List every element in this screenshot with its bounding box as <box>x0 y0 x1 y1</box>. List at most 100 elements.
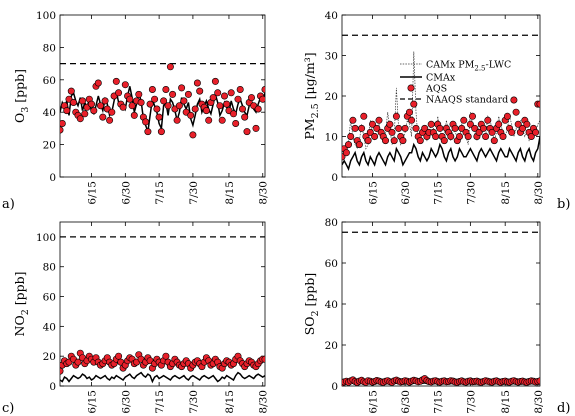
aqs-point <box>519 124 527 132</box>
aqs-point <box>175 102 183 110</box>
aqs-point <box>388 128 396 136</box>
aqs-point <box>106 116 114 124</box>
aqs-point <box>223 100 231 108</box>
aqs-point <box>236 86 244 94</box>
y-axis-label: NO2 [ppb] <box>12 272 31 337</box>
aqs-point <box>239 105 247 113</box>
aqs-point <box>432 133 440 141</box>
aqs-point <box>408 116 416 124</box>
x-tick-label: 8/30 <box>258 390 270 414</box>
legend-entry: CMAx <box>426 73 456 84</box>
aqs-point <box>490 137 498 145</box>
x-tick-label: 8/30 <box>533 390 545 414</box>
aqs-point <box>146 100 154 108</box>
aqs-point <box>88 100 96 108</box>
aqs-point <box>412 124 420 132</box>
aqs-point <box>447 133 455 141</box>
x-tick-label: 8/15 <box>224 390 236 414</box>
series-cmax-line <box>60 371 265 384</box>
x-tick-label: 6/15 <box>87 390 99 414</box>
aqs-point <box>164 102 172 110</box>
aqs-point <box>119 103 127 111</box>
panel-a: 0 20 40 60 80 100 6/15 6/30 7/15 7/30 8/15 8/30 O3 [… <box>2 10 270 212</box>
aqs-point <box>60 367 64 375</box>
aqs-point <box>126 95 134 103</box>
aqs-point <box>514 120 522 128</box>
aqs-point <box>512 108 520 116</box>
aqs-point <box>482 133 490 141</box>
x-tick-label: 6/15 <box>367 390 379 414</box>
aqs-point <box>101 97 109 105</box>
x-tick-label: 7/15 <box>433 390 445 414</box>
axes-frame <box>341 221 541 387</box>
aqs-point <box>130 111 138 119</box>
aqs-point <box>351 124 359 132</box>
aqs-point <box>160 97 168 105</box>
aqs-point <box>180 97 188 105</box>
y-tick-label: 40 <box>325 299 338 311</box>
aqs-point <box>166 63 174 71</box>
aqs-point <box>401 124 409 132</box>
aqs-point <box>169 90 177 98</box>
aqs-point <box>155 113 163 121</box>
x-tick-label: 8/30 <box>258 181 270 205</box>
aqs-point <box>60 120 66 127</box>
plot-area <box>60 349 265 384</box>
aqs-point <box>349 116 357 124</box>
aqs-point <box>70 99 78 107</box>
aqs-point <box>344 141 352 149</box>
aqs-point <box>499 133 507 141</box>
aqs-point <box>464 133 472 141</box>
aqs-point <box>202 107 210 115</box>
aqs-point <box>375 116 383 124</box>
y-axis-label: SO2 [ppb] <box>302 273 321 336</box>
y-tick-label: 40 <box>325 10 338 22</box>
y-tick-label: 0 <box>49 172 56 184</box>
y-tick-label: 30 <box>325 51 338 63</box>
aqs-point <box>157 128 165 136</box>
y-tick-label: 20 <box>325 91 338 103</box>
plot-area <box>342 51 540 171</box>
aqs-point <box>373 124 381 132</box>
x-tick-label: 7/30 <box>188 181 200 205</box>
aqs-point <box>261 355 265 363</box>
aqs-point <box>137 99 145 107</box>
panel-c: 0 20 40 60 80 100 6/15 6/30 7/15 7/30 8/15 8/30 NO2 … <box>2 221 270 416</box>
aqs-point <box>503 112 511 120</box>
aqs-point <box>261 86 265 93</box>
aqs-point <box>112 77 120 85</box>
aqs-point <box>205 116 213 124</box>
aqs-point <box>76 115 84 123</box>
aqs-point <box>471 124 479 132</box>
panel-d: 0 20 40 60 80 6/15 6/30 7/15 7/30 8/15 8/30 SO2 [pp… <box>302 217 570 416</box>
aqs-point <box>371 133 379 141</box>
aqs-point <box>187 111 195 119</box>
y-tick-label: 20 <box>325 340 338 352</box>
x-tick-label: 8/15 <box>500 390 512 414</box>
panel-label: b) <box>557 197 570 212</box>
x-tick-label: 8/30 <box>533 181 545 205</box>
aqs-point <box>148 86 156 94</box>
panel-label: c) <box>2 401 14 416</box>
aqs-point <box>151 95 159 103</box>
aqs-point <box>241 113 249 121</box>
aqs-point <box>189 131 197 139</box>
y-tick-label: 100 <box>36 232 56 244</box>
y-tick-label: 80 <box>43 42 56 54</box>
aqs-point <box>211 77 219 85</box>
x-tick-label: 7/15 <box>433 181 445 205</box>
aqs-point <box>536 100 540 108</box>
aqs-point <box>484 116 492 124</box>
y-tick-label: 100 <box>36 10 56 22</box>
aqs-point <box>74 358 82 366</box>
aqs-point <box>121 81 129 89</box>
y-tick-label: 0 <box>49 381 56 393</box>
x-tick-label: 6/15 <box>367 181 379 205</box>
series-cmax-line <box>342 136 540 171</box>
x-tick-label: 6/30 <box>120 181 132 205</box>
aqs-point <box>399 137 407 145</box>
aqs-point <box>191 105 199 113</box>
aqs-point <box>252 124 260 132</box>
aqs-point <box>90 107 98 115</box>
